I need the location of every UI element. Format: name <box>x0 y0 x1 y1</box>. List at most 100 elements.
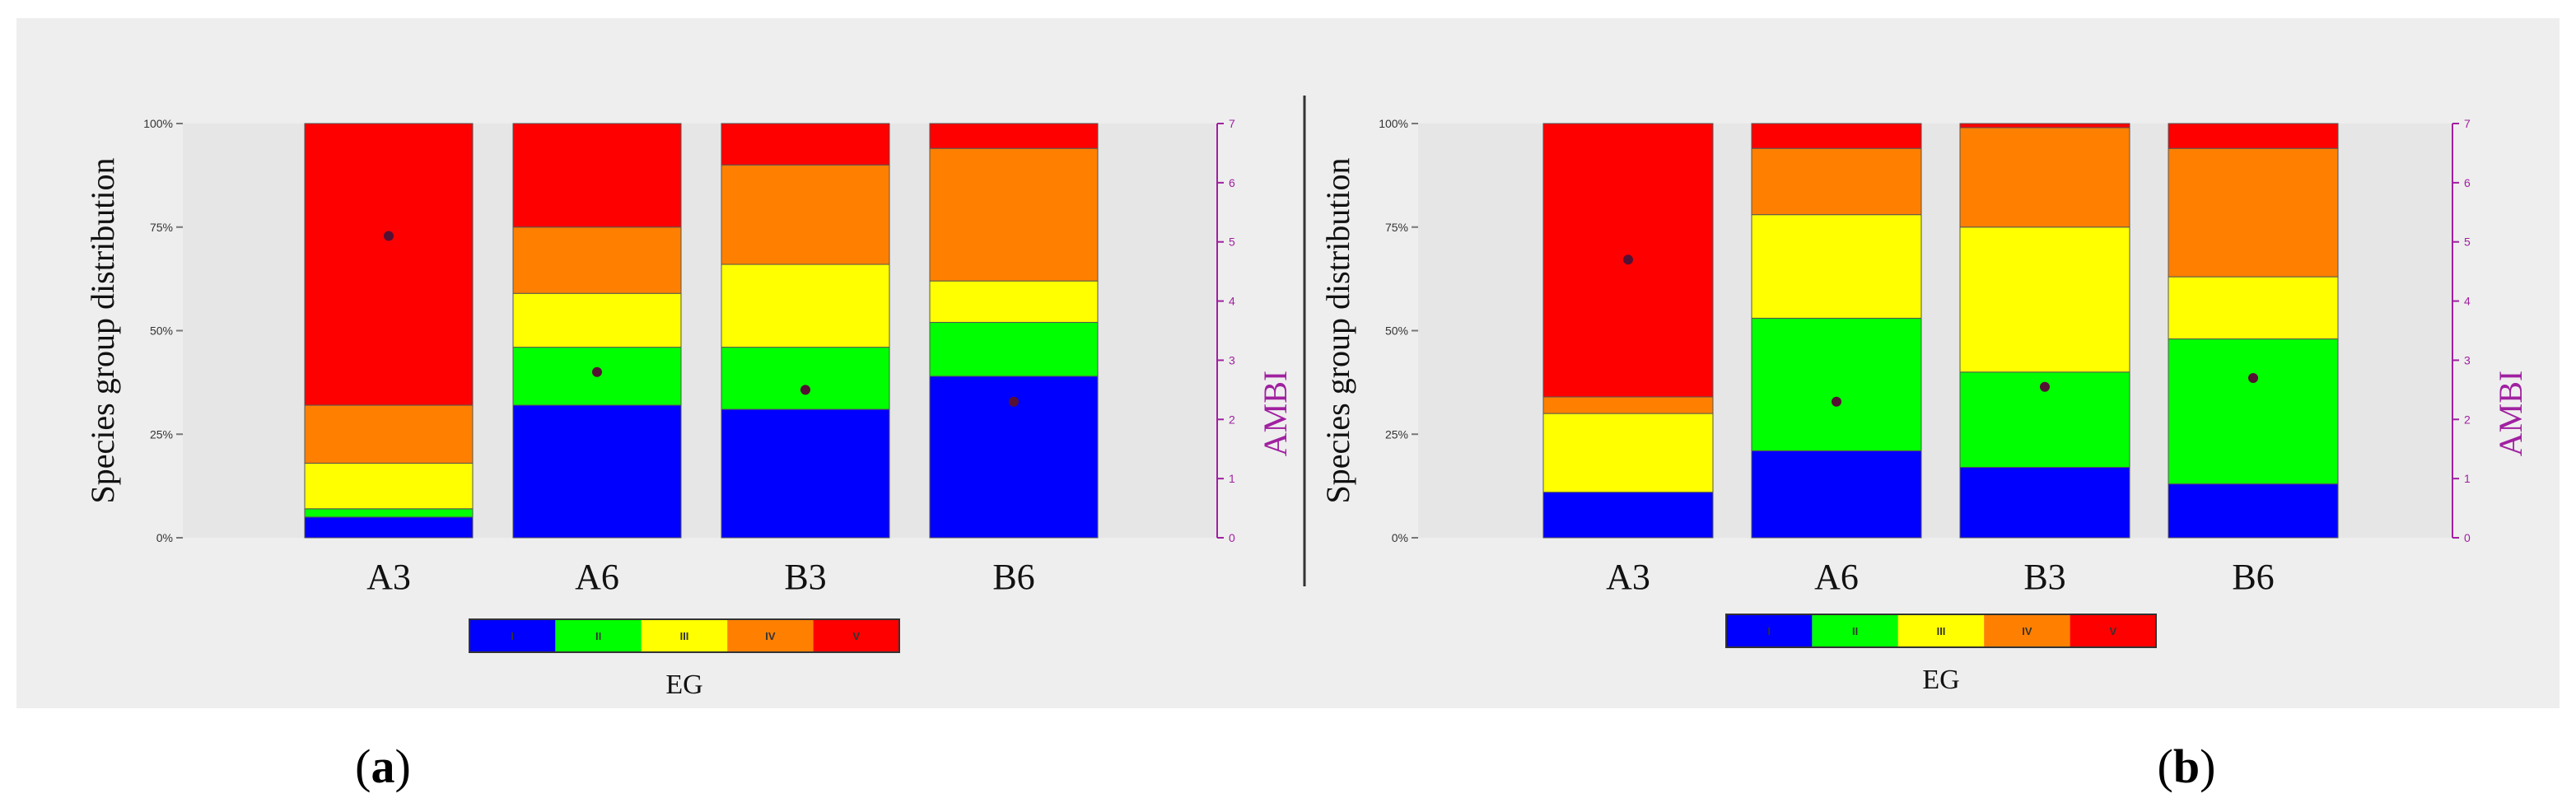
panel-label-letter: b <box>2173 740 2200 793</box>
bar-segment-a6-iv <box>512 226 682 294</box>
bar-segment-b3-iv <box>1959 127 2130 228</box>
bar-segment-b3-iii <box>721 264 890 348</box>
bar-segment-a6-ii <box>1751 317 1922 451</box>
bar-segment-b3-iv <box>721 164 890 265</box>
chart-panel-b: 0% 25% 50% 75% 100% Species group distributio… <box>1319 117 2529 793</box>
chart-panel-a: 0% 25% 50% 75% 100% Species group distributio… <box>84 117 1294 793</box>
ambi-tick-label: 2 <box>2464 413 2471 426</box>
legend-label: III <box>1937 625 1946 637</box>
y-tick-label: 100% <box>143 117 173 130</box>
legend-label: III <box>680 630 689 642</box>
bar-segment-a3-ii <box>304 508 474 518</box>
ambi-point-b3 <box>2040 381 2050 392</box>
legend-label: IV <box>2022 625 2032 637</box>
bar-segment-a6-i <box>1751 450 1922 539</box>
x-tick-label: A6 <box>1814 557 1859 597</box>
bar-segment-a6-iii <box>512 292 682 348</box>
legend-label: I <box>1767 625 1771 637</box>
bar-segment-a6-iv <box>1751 147 1922 216</box>
panel-label-open: ( <box>355 740 371 793</box>
ambi-tick-label: 0 <box>2464 531 2471 544</box>
bar-segment-a6-v <box>512 123 682 228</box>
legend-label: V <box>852 630 860 642</box>
panel-label-open: ( <box>2158 740 2173 793</box>
bar-segment-b3-ii <box>721 347 890 410</box>
ambi-tick-label: 4 <box>1229 295 1235 308</box>
bar-segment-a3-v <box>304 123 474 406</box>
y-tick-label: 75% <box>150 221 173 234</box>
y-tick-label: 100% <box>1379 117 1408 130</box>
bar-segment-a6-v <box>1751 123 1922 149</box>
ambi-tick-label: 7 <box>2464 117 2471 130</box>
bar-segment-a3-iv <box>304 404 474 464</box>
bar-segment-b6-iv <box>929 147 1099 282</box>
ambi-axis-label: AMBI <box>2492 371 2529 456</box>
ambi-tick-label: 0 <box>1229 531 1235 544</box>
panel-label: (b) <box>2158 740 2216 793</box>
legend-label: V <box>2109 625 2116 637</box>
x-tick-label: B3 <box>2023 557 2065 597</box>
x-tick-label: B6 <box>992 557 1034 597</box>
ambi-tick-label: 3 <box>1229 353 1235 366</box>
ambi-tick-label: 6 <box>2464 176 2471 189</box>
legend-label: IV <box>765 630 776 642</box>
bar-segment-b6-iv <box>2168 147 2339 278</box>
bar-segment-b6-v <box>2168 123 2339 149</box>
y-axis-label: Species group distribution <box>84 158 121 504</box>
legend-swatch-i <box>1726 614 1813 647</box>
ambi-point-b6 <box>1009 396 1019 407</box>
legend-border <box>1725 614 2157 648</box>
bar-segment-b3-iii <box>1959 226 2130 373</box>
panel-label-close: ) <box>2200 740 2215 793</box>
legend-swatch-ii <box>555 619 642 652</box>
ambi-tick-label: 5 <box>2464 236 2471 249</box>
ambi-point-a6 <box>1832 396 1841 407</box>
panel-label: (a) <box>355 740 411 793</box>
x-tick-label: A6 <box>575 557 619 597</box>
bar-segment-b3-i <box>1959 466 2130 539</box>
bar-segment-b6-i <box>2168 483 2339 539</box>
bar-segment-a6-i <box>512 404 682 539</box>
bar-segment-a3-i <box>1542 492 1714 539</box>
ambi-tick-label: 1 <box>1229 472 1235 485</box>
bar-segment-b6-v <box>929 123 1099 149</box>
ambi-point-a3 <box>384 231 394 241</box>
x-tick-label: B6 <box>2232 557 2274 597</box>
panel-label-close: ) <box>395 740 411 793</box>
ambi-point-b3 <box>800 385 810 395</box>
y-tick-label: 0% <box>156 531 173 544</box>
legend-label: II <box>1852 625 1858 637</box>
bar-segment-b6-iii <box>929 280 1099 323</box>
y-tick-label: 50% <box>150 324 173 338</box>
x-tick-label: A3 <box>1606 557 1650 597</box>
legend-border <box>469 618 900 653</box>
ambi-point-a6 <box>592 366 602 377</box>
ambi-point-b6 <box>2248 372 2258 383</box>
bar-segment-b6-iii <box>2168 276 2339 340</box>
ambi-axis-label: AMBI <box>1257 371 1294 456</box>
bar-segment-a3-iii <box>1542 413 1714 493</box>
bar-segment-a3-iii <box>304 462 474 510</box>
bar-segment-a6-iii <box>1751 214 1922 319</box>
bar-segment-b6-ii <box>2168 338 2339 485</box>
bar-segment-b3-i <box>721 408 890 539</box>
legend-swatch-i <box>469 619 556 652</box>
legend-title: EG <box>1922 665 1959 695</box>
bar-segment-b3-v <box>1959 123 2130 128</box>
bar-segment-a3-i <box>304 516 474 539</box>
ambi-point-a3 <box>1623 254 1633 265</box>
legend-swatch-ii <box>1812 614 1898 647</box>
legend-label: II <box>595 630 601 642</box>
ambi-tick-label: 5 <box>1229 236 1235 249</box>
y-tick-label: 75% <box>1385 221 1408 234</box>
panel-label-letter: a <box>371 740 395 793</box>
legend-swatch-v <box>813 619 899 652</box>
legend-swatch-iii <box>641 619 728 652</box>
ambi-tick-label: 6 <box>1229 176 1235 189</box>
ambi-tick-label: 2 <box>1229 413 1235 426</box>
bar-segment-a3-iv <box>1542 396 1714 414</box>
x-tick-label: B3 <box>784 557 826 597</box>
y-tick-label: 0% <box>1392 531 1408 544</box>
legend-swatch-iii <box>1897 614 1985 647</box>
